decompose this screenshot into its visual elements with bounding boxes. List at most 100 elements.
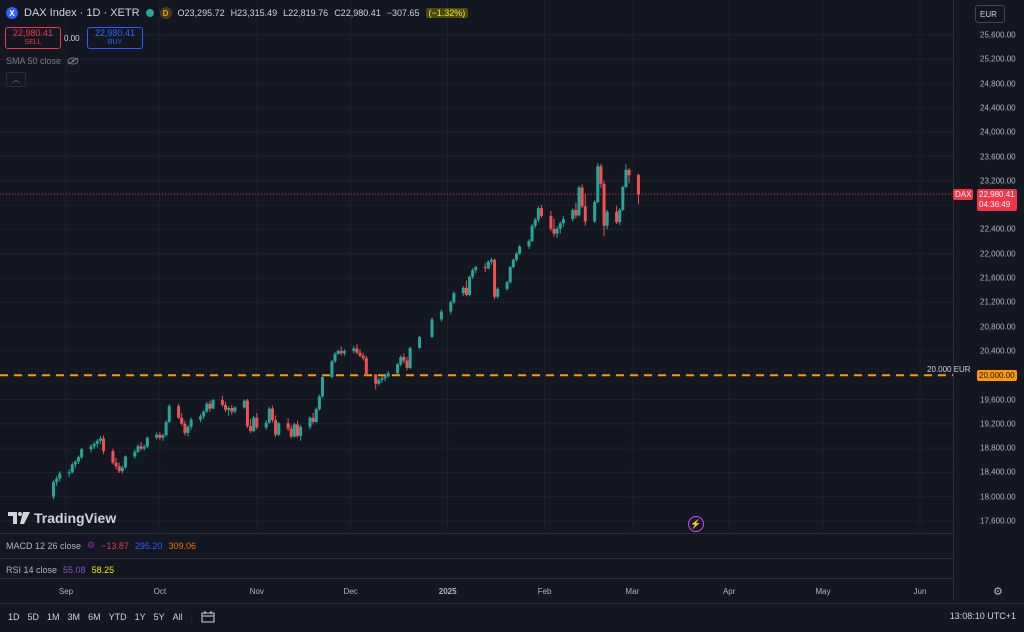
tradingview-logo[interactable]: TradingView xyxy=(8,510,116,526)
candle-body xyxy=(486,261,490,269)
candle xyxy=(123,455,127,469)
candle xyxy=(474,265,478,274)
ohlc-high: H23,315.49 xyxy=(230,8,278,18)
candle xyxy=(186,425,190,437)
calendar-icon[interactable] xyxy=(201,611,215,623)
candle xyxy=(408,346,412,370)
price-axis[interactable] xyxy=(953,0,1024,600)
candle xyxy=(342,349,346,356)
candle xyxy=(286,418,290,432)
symbol-title[interactable]: DAX Index · 1D · XETR xyxy=(24,7,140,19)
candle-body xyxy=(605,211,609,226)
range-3m[interactable]: 3M xyxy=(67,612,81,622)
price-tick-label: 24,800.00 xyxy=(980,79,1016,89)
candle xyxy=(552,218,556,237)
spread-value: 0.00 xyxy=(64,34,80,43)
candle xyxy=(636,173,640,204)
candle xyxy=(55,476,59,486)
candle xyxy=(311,412,315,425)
lightning-icon[interactable]: ⚡ xyxy=(688,516,704,532)
candle xyxy=(452,291,456,305)
candle-body xyxy=(286,423,290,429)
candle-body xyxy=(417,336,421,348)
candle xyxy=(339,346,343,356)
symbol-legend: X DAX Index · 1D · XETR D O23,295.72 H23… xyxy=(6,7,469,19)
candle xyxy=(67,469,71,478)
clock-timezone[interactable]: 13:08:10 UTC+1 xyxy=(949,611,1016,621)
hline-price-tag: 20,000.00 xyxy=(977,370,1017,381)
range-5d[interactable]: 5D xyxy=(27,612,40,622)
candle xyxy=(571,208,575,222)
candle-body xyxy=(295,424,299,436)
candle xyxy=(577,185,581,217)
candle-body xyxy=(267,408,271,423)
time-tick-label: Jun xyxy=(913,587,927,596)
candle-body xyxy=(120,467,124,472)
candle-body xyxy=(508,267,512,283)
eye-hidden-icon[interactable] xyxy=(67,57,79,65)
sell-button[interactable]: 22,980.41 SELL xyxy=(5,27,61,49)
candle xyxy=(449,300,453,315)
candle xyxy=(242,399,246,409)
buy-button[interactable]: 22,980.41 BUY xyxy=(87,27,143,49)
range-ytd[interactable]: YTD xyxy=(108,612,127,622)
candle xyxy=(208,400,212,412)
candle-body xyxy=(264,422,268,428)
candle xyxy=(255,412,259,430)
candles xyxy=(51,163,640,500)
candle-body xyxy=(95,440,99,444)
settings-icon[interactable]: ⚙ xyxy=(87,540,96,550)
rsi-legend[interactable]: RSI 14 close 55.08 58.25 xyxy=(6,565,114,575)
range-6m[interactable]: 6M xyxy=(88,612,101,622)
price-tick-label: 17,600.00 xyxy=(980,516,1016,526)
candle-body xyxy=(89,446,93,450)
candle-body xyxy=(355,348,359,353)
candle-body xyxy=(255,417,259,428)
candle xyxy=(270,405,274,423)
collapse-legend-button[interactable]: ︿ xyxy=(6,72,26,87)
candle-body xyxy=(183,423,187,433)
pane-divider-rsi[interactable] xyxy=(0,558,953,559)
range-1y[interactable]: 1Y xyxy=(134,612,146,622)
ohlc-open: O23,295.72 xyxy=(177,8,225,18)
candle xyxy=(58,471,62,482)
currency-select[interactable]: EUR xyxy=(975,5,1005,23)
range-all[interactable]: All xyxy=(172,612,183,622)
hline-text-label: 20.000 EUR xyxy=(927,365,971,374)
candle-body xyxy=(92,443,96,447)
range-1m[interactable]: 1M xyxy=(47,612,60,622)
ohlc-low: L22,819.76 xyxy=(283,8,329,18)
candle xyxy=(558,221,562,234)
price-tick-label: 22,000.00 xyxy=(980,249,1016,259)
price-tick-label: 18,800.00 xyxy=(980,443,1016,453)
candle xyxy=(136,444,140,453)
macd-legend[interactable]: MACD 12 26 close ⚙ −13.87 295.20 309.06 xyxy=(6,540,196,551)
range-5y[interactable]: 5Y xyxy=(153,612,165,622)
gear-icon[interactable]: ⚙ xyxy=(993,586,1003,598)
price-tick-label: 22,400.00 xyxy=(980,224,1016,234)
candle-body xyxy=(289,428,293,437)
candle xyxy=(580,184,584,209)
candle-body xyxy=(405,360,409,368)
candle xyxy=(139,442,143,451)
candle xyxy=(299,425,303,441)
candle xyxy=(627,168,631,184)
candle-body xyxy=(180,417,184,424)
candle xyxy=(220,395,224,407)
candle xyxy=(602,180,606,237)
candle-body xyxy=(530,225,534,241)
candle-body xyxy=(208,403,212,409)
sma-legend[interactable]: SMA 50 close xyxy=(6,56,79,66)
rsi-value-1: 55.08 xyxy=(63,565,86,575)
range-1d[interactable]: 1D xyxy=(8,612,20,622)
candle-body xyxy=(636,174,640,195)
candle-body xyxy=(505,282,509,289)
candle-body xyxy=(361,355,365,359)
candle xyxy=(317,394,321,411)
candle-body xyxy=(202,411,206,417)
price-tick-label: 23,600.00 xyxy=(980,152,1016,161)
candle-body xyxy=(245,400,249,427)
pane-divider-macd[interactable] xyxy=(0,533,953,534)
candle-body xyxy=(402,356,406,361)
